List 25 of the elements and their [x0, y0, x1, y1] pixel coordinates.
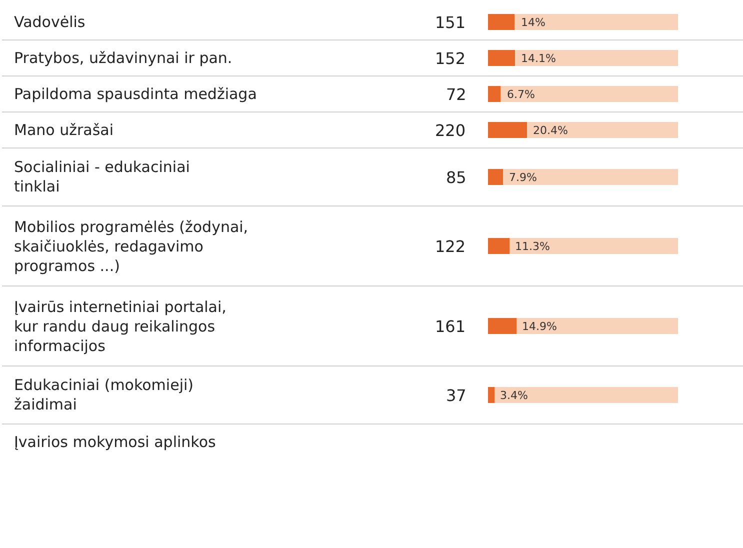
y-tick-label: Pratybos, uždavinynai ir pan.	[14, 49, 232, 67]
y-tick-label: Socialiniai - edukaciniai tinklai	[14, 158, 190, 196]
data-label: 7.9%	[509, 171, 537, 184]
y-tick-label: Vadovėlis	[14, 13, 86, 31]
text: 72	[446, 85, 466, 104]
y-tick-label: Edukaciniai (mokomieji) žaidimai	[14, 376, 194, 414]
text: 122	[435, 237, 466, 256]
data-label: 14%	[521, 16, 546, 29]
text: 85	[446, 168, 466, 187]
text: 152	[435, 49, 466, 68]
data-label: 6.7%	[507, 88, 535, 101]
text: 161	[435, 317, 466, 336]
data-label: 20.4%	[533, 124, 568, 137]
y-tick-label: Mobilios programėlės (žodynai, skaičiuoklės, redagavimo programos ...)	[14, 218, 248, 275]
data-label: 14.1%	[521, 52, 556, 65]
y-tick-label: Mano užrašai	[14, 121, 114, 139]
text: 151	[435, 13, 466, 32]
data-label: 3.4%	[500, 389, 528, 402]
y-tick-label: Įvairios mokymosi aplinkos	[14, 433, 216, 451]
text: 220	[435, 121, 466, 140]
data-label: 11.3%	[515, 240, 550, 253]
y-tick-label: Įvairūs internetiniai portalai, kur randu daug reikalingos informacijos	[14, 298, 226, 355]
data-label: 14.9%	[522, 320, 557, 333]
text: 37	[446, 386, 466, 405]
y-tick-label: Papildoma spausdinta medžiaga	[14, 85, 257, 103]
